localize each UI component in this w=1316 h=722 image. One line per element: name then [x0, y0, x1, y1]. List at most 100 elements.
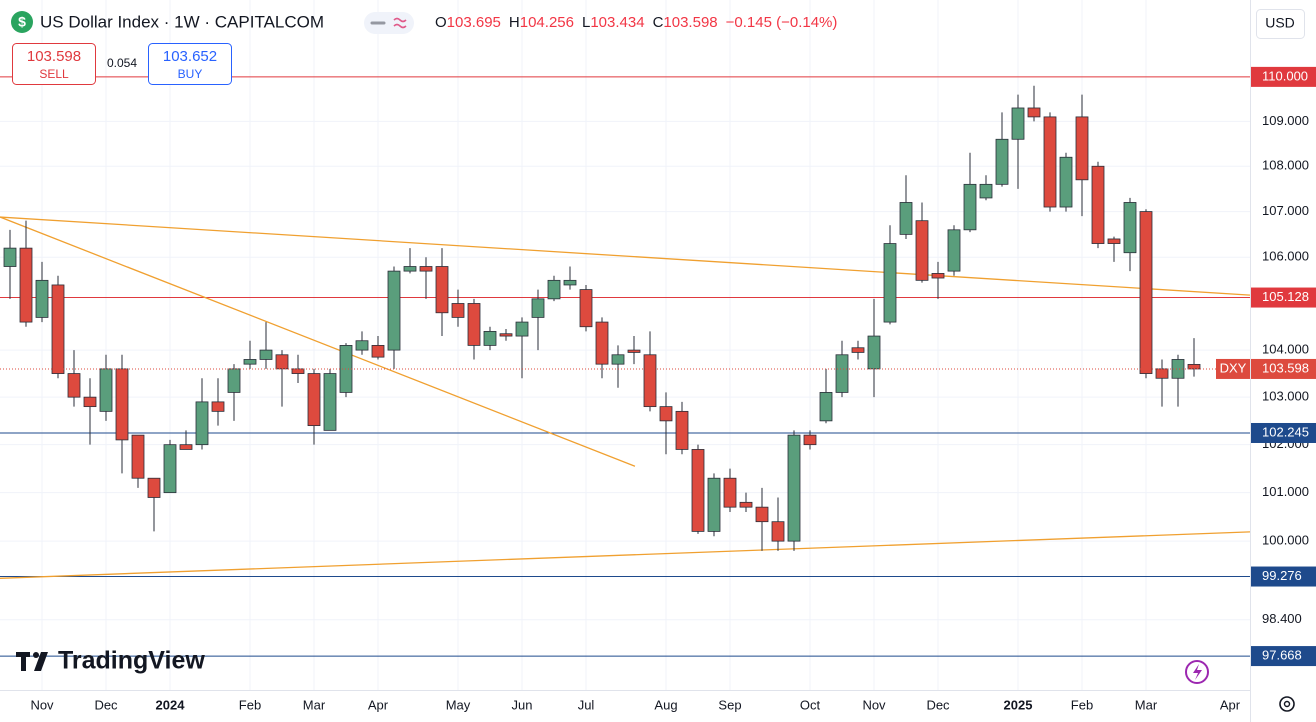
- candle-body: [371, 345, 385, 358]
- candle-body: [515, 321, 529, 337]
- candle-body: [419, 266, 433, 272]
- candle-body: [595, 321, 609, 365]
- symbol-label-bg: [1216, 358, 1250, 379]
- toolbar-pill[interactable]: [364, 12, 414, 34]
- symbol-label: DXY: [1220, 360, 1247, 375]
- candle-body: [995, 138, 1009, 185]
- ohlc-value: 103.434: [590, 14, 644, 31]
- y-tick-label: 101.000: [1262, 484, 1309, 499]
- ohlc-value: 103.598: [663, 14, 717, 31]
- candle-body: [659, 406, 673, 422]
- currency-button[interactable]: [1256, 9, 1305, 39]
- candle-body: [819, 392, 833, 422]
- candle-body: [1027, 107, 1041, 118]
- buy-label: BUY: [178, 67, 203, 81]
- candle-body: [851, 347, 865, 353]
- candle-body: [835, 354, 849, 393]
- ohlc-change: −0.145 (−0.14%): [726, 14, 838, 31]
- y-tick-label: 100.000: [1262, 533, 1309, 548]
- x-tick-label: 2024: [156, 697, 186, 712]
- ohlc-key: L: [582, 14, 590, 31]
- candle-body: [867, 335, 881, 370]
- candle-body: [1059, 156, 1073, 208]
- candle-body: [883, 243, 897, 323]
- y-tick-label: 108.000: [1262, 158, 1309, 173]
- buy-button[interactable]: [148, 43, 232, 85]
- candle-body: [243, 359, 257, 365]
- watermark: TradingView: [58, 647, 205, 675]
- ohlc-value: 103.695: [447, 14, 501, 31]
- y-tick-label: 109.000: [1262, 113, 1309, 128]
- candle-body: [755, 506, 769, 523]
- x-tick-label: 2025: [1004, 697, 1033, 712]
- x-tick-label: Jul: [578, 697, 595, 712]
- candle-body: [579, 289, 593, 328]
- candle-body: [1075, 116, 1089, 181]
- level-label: 110.000: [1262, 68, 1308, 83]
- logo-shape: [21, 652, 26, 671]
- candle-body: [1171, 359, 1185, 379]
- candle-body: [1139, 211, 1153, 374]
- candle-body: [1187, 363, 1201, 370]
- logo-shape: [33, 652, 39, 658]
- candle-body: [467, 303, 481, 346]
- candle-body: [547, 279, 561, 300]
- candle-body: [707, 477, 721, 532]
- candle-body: [787, 434, 801, 542]
- level-label: 105.128: [1262, 289, 1309, 304]
- x-tick-label: Nov: [862, 697, 886, 712]
- candle-body: [67, 373, 81, 398]
- x-tick-label: Aug: [654, 697, 677, 712]
- candle-body: [51, 284, 65, 374]
- candle-body: [35, 279, 49, 318]
- level-label: 99.276: [1262, 568, 1302, 583]
- candle-body: [259, 349, 273, 360]
- assistant-icon[interactable]: [1185, 660, 1209, 684]
- x-tick-label: Jun: [512, 697, 533, 712]
- candle-body: [163, 444, 177, 494]
- ohlc-key: O: [435, 14, 447, 31]
- symbol-title[interactable]: US Dollar Index · 1W · CAPITALCOM: [40, 12, 324, 31]
- y-tick-label: 98.400: [1262, 611, 1302, 626]
- x-tick-label: Nov: [30, 697, 54, 712]
- candle-body: [931, 273, 945, 279]
- x-tick-label: Apr: [368, 697, 389, 712]
- candle-body: [643, 354, 657, 408]
- candle-body: [1011, 107, 1025, 140]
- x-tick-label: Mar: [1135, 697, 1158, 712]
- trend-line: [0, 216, 636, 467]
- candle-body: [915, 220, 929, 281]
- x-tick-label: Apr: [1220, 697, 1241, 712]
- settings-icon-center: [1283, 700, 1291, 708]
- candle-body: [179, 444, 193, 450]
- x-tick-label: Feb: [1071, 697, 1093, 712]
- x-tick-label: May: [446, 697, 471, 712]
- x-tick-label: Sep: [718, 697, 741, 712]
- candle-body: [83, 396, 97, 408]
- symbol-icon: [11, 11, 33, 33]
- sell-price: 103.598: [27, 48, 81, 65]
- ohlc: O103.695 H104.256 L103.434 C103.598 −0.145 (…: [435, 14, 837, 31]
- level-label-bg: [1251, 66, 1316, 87]
- buy-price: 103.652: [163, 48, 217, 65]
- candle-body: [1107, 238, 1121, 244]
- candle-body: [531, 298, 545, 318]
- candle-body: [211, 401, 225, 412]
- sell-label: SELL: [39, 67, 69, 81]
- toolbar-icon: [393, 17, 407, 29]
- y-tick-label: 106.000: [1262, 249, 1309, 264]
- ohlc-key: C: [653, 14, 664, 31]
- x-tick-label: Dec: [926, 697, 950, 712]
- candle-body: [99, 368, 113, 412]
- sell-button[interactable]: [12, 43, 96, 85]
- axes: 109.000 108.000 107.000 106.000 104.000 103.0…: [30, 66, 1316, 712]
- candle-body: [3, 247, 17, 267]
- settings-icon[interactable]: [1279, 696, 1295, 712]
- symbol-icon-text: $: [18, 14, 26, 30]
- candle-body: [1155, 368, 1169, 379]
- x-tick-label: Dec: [94, 697, 118, 712]
- candle-body: [355, 340, 369, 351]
- ohlc-key: H: [509, 14, 520, 31]
